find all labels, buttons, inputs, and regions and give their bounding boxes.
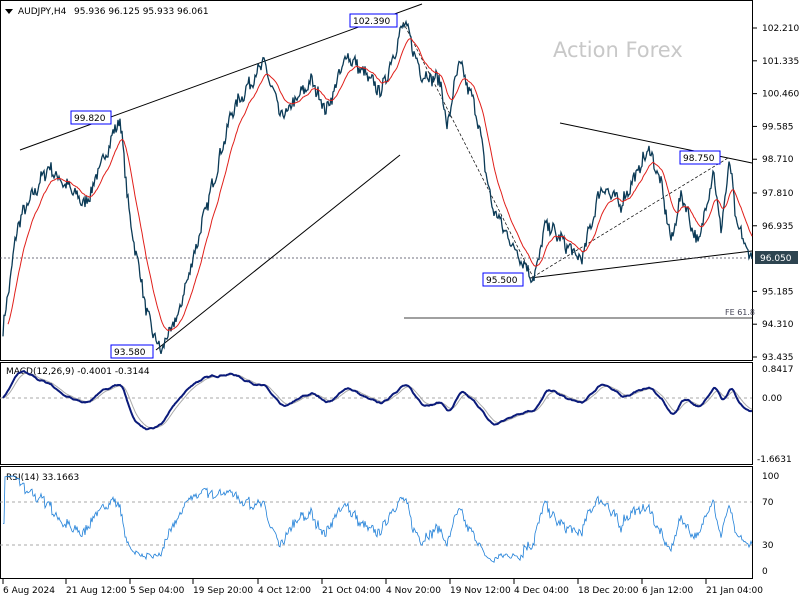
- price-tick-label: 97.810: [762, 189, 794, 199]
- price-tick-label: 96.935: [762, 222, 794, 232]
- price-tick-label: 98.710: [762, 155, 794, 165]
- macd-title: MACD(12,26,9) -0.4001 -0.3144: [6, 367, 150, 377]
- triangle-lower-line[interactable]: [529, 250, 753, 279]
- macd-line: [2, 370, 753, 431]
- fe-label: FE 61.8: [725, 308, 755, 317]
- time-tick-label: 21 Aug 12:00: [66, 586, 127, 596]
- price-tick-label: 102.210: [762, 24, 799, 34]
- rsi-tick-30: 30: [762, 541, 774, 551]
- time-tick-label: 6 Aug 2024: [3, 586, 55, 596]
- time-tick-label: 4 Nov 20:00: [386, 586, 441, 596]
- macd-tick-zero: 0.00: [762, 394, 782, 404]
- svg-text:102.390: 102.390: [353, 17, 390, 27]
- price-series: [2, 19, 753, 355]
- time-tick-label: 19 Nov 12:00: [450, 586, 511, 596]
- time-tick-label: 4 Oct 12:00: [258, 586, 311, 596]
- svg-text:99.820: 99.820: [74, 114, 106, 124]
- price-tick-label: 94.310: [762, 320, 794, 330]
- label-98750: 98.750: [679, 150, 721, 165]
- time-tick-label: 6 Jan 12:00: [642, 586, 694, 596]
- svg-text:98.750: 98.750: [683, 154, 715, 164]
- moving-average-line: [7, 38, 753, 331]
- price-tick-label: 100.460: [762, 90, 799, 100]
- time-tick-label: 19 Sep 20:00: [193, 586, 253, 596]
- price-tick-label: 93.435: [762, 353, 794, 363]
- rsi-title: RSI(14) 33.1663: [6, 473, 79, 483]
- label-low-93580: 93.580: [110, 344, 154, 359]
- label-high-102390: 102.390: [349, 13, 398, 28]
- current-price-badge: 96.050: [755, 251, 798, 264]
- macd-tick-top: 0.8417: [762, 365, 794, 375]
- svg-text:96.050: 96.050: [760, 254, 792, 264]
- label-95500: 95.500: [482, 272, 524, 287]
- time-tick-label: 5 Sep 04:00: [130, 586, 185, 596]
- time-tick-label: 18 Dec 20:00: [578, 586, 639, 596]
- rsi-tick-0: 0: [762, 567, 768, 577]
- macd-tick-bottom: -1.6631: [757, 455, 792, 465]
- macd-signal-line: [2, 372, 753, 429]
- macd-pane-frame: [0, 362, 753, 465]
- rsi-pane-frame: [0, 466, 753, 579]
- svg-text:95.500: 95.500: [486, 276, 518, 286]
- label-99820: 99.820: [70, 110, 112, 125]
- header-symbol: AUDJPY,H4: [18, 7, 67, 17]
- rsi-tick-70: 70: [762, 498, 774, 508]
- time-tick-label: 21 Jan 04:00: [706, 586, 763, 596]
- projection-line-2[interactable]: [532, 157, 729, 278]
- watermark: Action Forex: [553, 38, 683, 62]
- time-tick-label: 21 Oct 04:00: [322, 586, 381, 596]
- main-pane-frame: [0, 0, 753, 361]
- lower-channel-line[interactable]: [155, 154, 401, 351]
- triangle-upper-line[interactable]: [559, 122, 753, 164]
- rsi-tick-100: 100: [762, 472, 779, 482]
- upper-channel-line[interactable]: [19, 3, 423, 151]
- rsi-line: [3, 475, 753, 564]
- projection-line-1[interactable]: [402, 21, 534, 278]
- price-tick-label: 99.585: [762, 122, 794, 132]
- price-tick-label: 101.335: [762, 57, 799, 67]
- collapse-triangle-icon[interactable]: [5, 9, 13, 14]
- price-tick-label: 95.185: [762, 287, 794, 297]
- header-ohlc: 95.936 96.125 95.933 96.061: [74, 7, 209, 17]
- svg-text:93.580: 93.580: [114, 348, 146, 358]
- time-tick-label: 4 Dec 04:00: [514, 586, 569, 596]
